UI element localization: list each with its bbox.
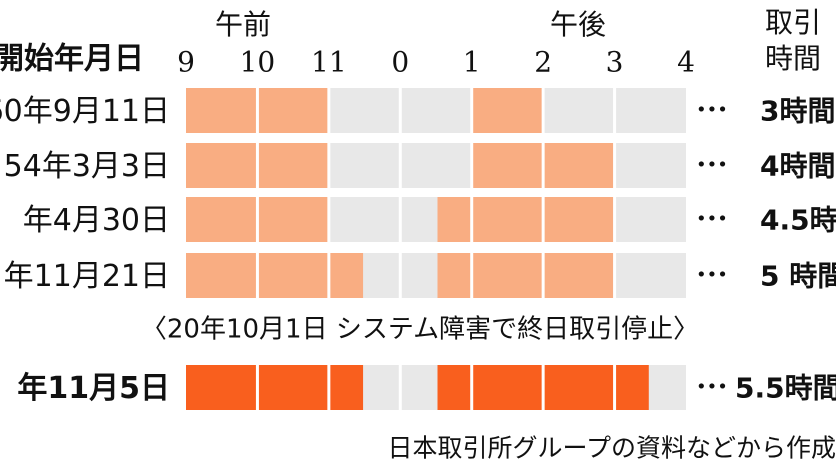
pm-label: 午後 xyxy=(550,8,606,41)
trading-segment xyxy=(437,197,615,242)
hour-label: 10 xyxy=(240,46,276,79)
row-label: 年4月30日 xyxy=(23,203,170,238)
duration: 5.5時間 xyxy=(735,372,836,405)
dots: ••• xyxy=(696,155,728,176)
duration: 5 時間 xyxy=(760,260,836,293)
dots: ••• xyxy=(696,209,728,230)
duration: 4時間 xyxy=(760,150,835,183)
source: 日本取引所グループの資料などから作成 xyxy=(387,434,836,463)
hour-label: 0 xyxy=(391,46,409,79)
row-label: 54年3月3日 xyxy=(4,149,170,184)
trading-segment xyxy=(186,365,364,410)
right-header: 取引 xyxy=(765,6,821,39)
hour-label: 3 xyxy=(606,46,624,79)
row-label: 年11月21日 xyxy=(4,259,170,294)
trading-segment xyxy=(471,88,544,133)
trading-segment xyxy=(437,253,615,298)
right-header: 時間 xyxy=(765,42,821,75)
hour-label: 1 xyxy=(463,46,481,79)
dots: ••• xyxy=(696,265,728,286)
note: 〈20年10月1日 システム障害で終日取引停止〉 xyxy=(141,315,699,345)
duration: 3時間 xyxy=(760,95,835,128)
row-label: 年11月5日 xyxy=(17,371,170,406)
hour-label: 9 xyxy=(177,46,195,79)
left-header: 開始年月日 xyxy=(0,42,144,77)
duration: 4.5時間 xyxy=(760,204,836,237)
hour-label: 2 xyxy=(534,46,552,79)
dots: ••• xyxy=(696,100,728,121)
hour-label: 11 xyxy=(311,46,347,79)
row-label: 60年9月11日 xyxy=(0,94,170,129)
hour-label: 4 xyxy=(677,46,695,79)
trading-segment xyxy=(186,253,364,298)
dots: ••• xyxy=(696,377,728,398)
am-label: 午前 xyxy=(215,8,271,41)
